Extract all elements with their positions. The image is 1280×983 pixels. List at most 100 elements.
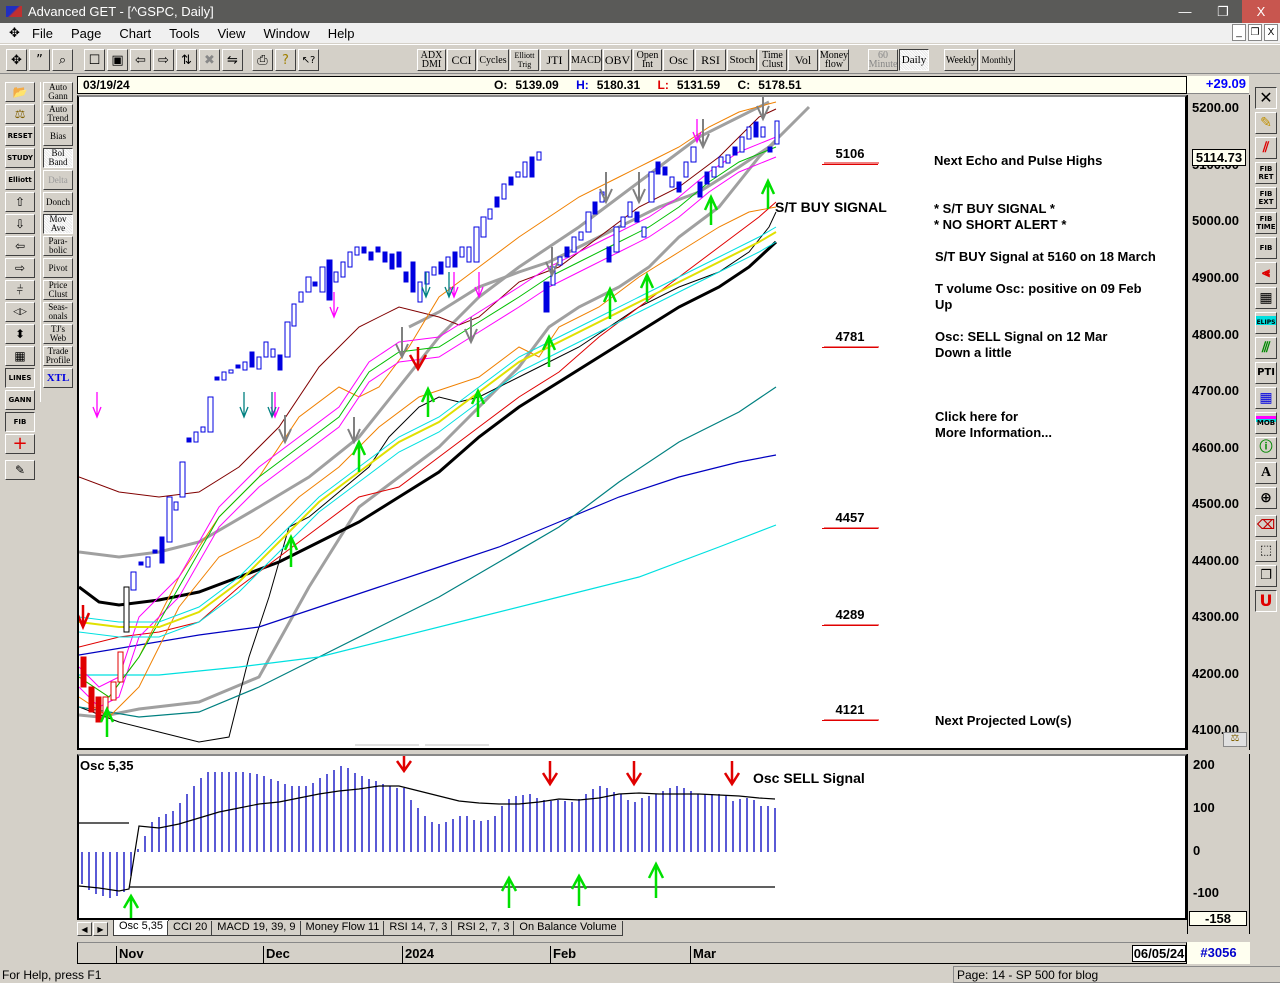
mdi-restore-button[interactable]: ❐ bbox=[1248, 24, 1262, 41]
mdi-close-button[interactable]: X bbox=[1264, 24, 1278, 41]
zoom-in-icon[interactable]: ⊕ bbox=[1255, 487, 1277, 509]
arrow-right-icon[interactable]: ⇨ bbox=[5, 258, 35, 278]
help-icon[interactable]: ? bbox=[275, 49, 296, 71]
price-axis[interactable]: 5200.00 5100.00 5000.00 4900.00 4800.00 … bbox=[1187, 95, 1250, 750]
tab-rsi-2[interactable]: RSI 2, 7, 3 bbox=[451, 921, 516, 936]
delete-drawing-icon[interactable]: ✕ bbox=[1255, 87, 1277, 109]
tab-macd[interactable]: MACD 19, 39, 9 bbox=[211, 921, 302, 936]
pti-icon[interactable]: PTI bbox=[1255, 362, 1277, 384]
tab-obv[interactable]: On Balance Volume bbox=[513, 921, 623, 936]
context-help-icon[interactable]: ↖? bbox=[298, 49, 319, 71]
menu-window[interactable]: Window bbox=[263, 25, 310, 41]
more-info-link-line1[interactable]: Click here for bbox=[935, 409, 1019, 424]
study-money-flow-button[interactable]: Money flow bbox=[819, 49, 849, 71]
study-elliott-trig-button[interactable]: Elliott Trig bbox=[510, 49, 539, 71]
channel-icon[interactable]: ⫻ bbox=[1255, 337, 1277, 359]
study-time-clust-button[interactable]: Time Clust bbox=[758, 49, 787, 71]
reset-icon[interactable]: RESET bbox=[5, 126, 35, 146]
parallel-lines-icon[interactable]: ⫽ bbox=[1255, 137, 1277, 159]
more-info-link-line2[interactable]: More Information... bbox=[935, 425, 1052, 440]
grid-tool-icon[interactable]: ▦ bbox=[1255, 287, 1277, 309]
study-cycles-button[interactable]: Cycles bbox=[477, 49, 509, 71]
study-macd-button[interactable]: MACD bbox=[570, 49, 602, 71]
fib-extension-icon[interactable]: FIB EXT bbox=[1255, 187, 1277, 209]
save-icon[interactable]: ▣ bbox=[107, 49, 128, 71]
elliott-icon[interactable]: Elliott bbox=[5, 170, 35, 190]
bars-icon[interactable]: ⫩ bbox=[5, 280, 35, 300]
search-info-icon[interactable]: ⓘ bbox=[1255, 437, 1277, 459]
compress-icon[interactable]: ⇋ bbox=[222, 49, 243, 71]
study-donch-button[interactable]: Donch bbox=[43, 192, 73, 212]
study-mov-ave-button[interactable]: Mov Ave bbox=[43, 214, 73, 234]
study-auto-gann-button[interactable]: Auto Gann bbox=[43, 82, 73, 102]
cursor-icon[interactable]: ✥ bbox=[6, 49, 27, 71]
timeframe-monthly-button[interactable]: Monthly bbox=[979, 49, 1015, 71]
oscillator-axis[interactable]: 200 100 0 -100 bbox=[1187, 754, 1250, 934]
study-open-int-button[interactable]: Open Int bbox=[633, 49, 662, 71]
open-folder-icon[interactable]: 📂 bbox=[5, 82, 35, 102]
magnifier-icon[interactable]: ⌕ bbox=[52, 49, 73, 71]
timeframe-weekly-button[interactable]: Weekly bbox=[944, 49, 978, 71]
arrow-down-icon[interactable]: ⇩ bbox=[5, 214, 35, 234]
next-page-icon[interactable]: ⇨ bbox=[153, 49, 174, 71]
scale-balance-icon[interactable]: ⚖ bbox=[1223, 732, 1247, 747]
notes-icon[interactable]: ✎ bbox=[5, 460, 35, 480]
price-chart[interactable]: 5106 4781 4457 4289 4121 Next Echo and P… bbox=[77, 95, 1187, 750]
study-bias-button[interactable]: Bias bbox=[43, 126, 73, 146]
grid-icon[interactable]: ▦ bbox=[5, 346, 35, 366]
menu-help[interactable]: Help bbox=[327, 25, 355, 41]
quote-icon[interactable]: ” bbox=[29, 49, 50, 71]
timeframe-60-minute-button[interactable]: 60 Minute bbox=[868, 49, 898, 71]
magnet-icon[interactable]: U bbox=[1255, 590, 1277, 612]
mdi-minimize-button[interactable]: _ bbox=[1232, 24, 1246, 41]
prev-page-icon[interactable]: ⇦ bbox=[130, 49, 151, 71]
tab-rsi-14[interactable]: RSI 14, 7, 3 bbox=[383, 921, 454, 936]
time-axis[interactable]: Nov Dec 2024 Feb Mar bbox=[77, 942, 1187, 964]
study-pivot-button[interactable]: Pivot bbox=[43, 258, 73, 278]
crosshair-icon[interactable]: + bbox=[5, 434, 35, 454]
tab-cci[interactable]: CCI 20 bbox=[167, 921, 214, 936]
menu-view[interactable]: View bbox=[217, 25, 246, 41]
arrow-up-icon[interactable]: ⇧ bbox=[5, 192, 35, 212]
fib-icon[interactable]: FIB bbox=[5, 412, 35, 432]
tab-money-flow[interactable]: Money Flow 11 bbox=[299, 921, 386, 936]
gann-icon[interactable]: GANN bbox=[5, 390, 35, 410]
arrow-left-icon[interactable]: ⇦ bbox=[5, 236, 35, 256]
menu-tools[interactable]: Tools bbox=[169, 25, 200, 41]
study-obv-button[interactable]: OBV bbox=[603, 49, 632, 71]
table-icon[interactable]: ▦ bbox=[1255, 387, 1277, 409]
lines-icon[interactable]: LINES bbox=[5, 368, 35, 388]
study-vol-button[interactable]: Vol bbox=[788, 49, 818, 71]
study-rsi-button[interactable]: RSI bbox=[695, 49, 726, 71]
minimize-button[interactable]: — bbox=[1178, 4, 1192, 19]
expand-vertical-icon[interactable]: ⬍ bbox=[5, 324, 35, 344]
tab-osc[interactable]: Osc 5,35 bbox=[113, 920, 170, 936]
ellipse-icon[interactable]: ELIPS bbox=[1255, 312, 1277, 334]
study-xtl-button[interactable]: XTL bbox=[43, 368, 73, 388]
study-jti-button[interactable]: JTI bbox=[540, 49, 569, 71]
study-adx-dmi-button[interactable]: ADX DMI bbox=[417, 49, 446, 71]
tab-scroll-left-icon[interactable]: ◀ bbox=[77, 922, 92, 936]
study-delta-button[interactable]: Delta bbox=[43, 170, 73, 190]
study-stoch-button[interactable]: Stoch bbox=[727, 49, 757, 71]
text-tool-icon[interactable]: A bbox=[1255, 462, 1277, 484]
oscillator-panel[interactable]: Osc 5,35 Osc SELL Signal bbox=[77, 754, 1187, 920]
study-seasonals-button[interactable]: Seas-onals bbox=[43, 302, 73, 322]
disabled-tool-icon[interactable]: ✖ bbox=[199, 49, 220, 71]
print-icon[interactable]: ⎙ bbox=[252, 49, 273, 71]
close-button[interactable]: X bbox=[1242, 0, 1280, 23]
balance-icon[interactable]: ⚖ bbox=[5, 104, 35, 124]
study-price-clust-button[interactable]: Price Clust bbox=[43, 280, 73, 300]
new-page-icon[interactable]: ☐ bbox=[84, 49, 105, 71]
copy-icon[interactable]: ❐ bbox=[1255, 565, 1277, 587]
menu-file[interactable]: File bbox=[32, 25, 53, 41]
timeframe-daily-button[interactable]: Daily bbox=[899, 49, 929, 71]
eraser-icon[interactable]: ⌫ bbox=[1255, 515, 1277, 537]
fib-time-icon[interactable]: FIB TIME bbox=[1255, 212, 1277, 234]
expand-horizontal-icon[interactable]: ◁▷ bbox=[5, 302, 35, 322]
study-auto-trend-button[interactable]: Auto Trend bbox=[43, 104, 73, 124]
tab-scroll-right-icon[interactable]: ▶ bbox=[93, 922, 108, 936]
study-cci-button[interactable]: CCI bbox=[447, 49, 476, 71]
study-parabolic-button[interactable]: Para-bolic bbox=[43, 236, 73, 256]
scroll-icon[interactable]: ⇅ bbox=[176, 49, 197, 71]
